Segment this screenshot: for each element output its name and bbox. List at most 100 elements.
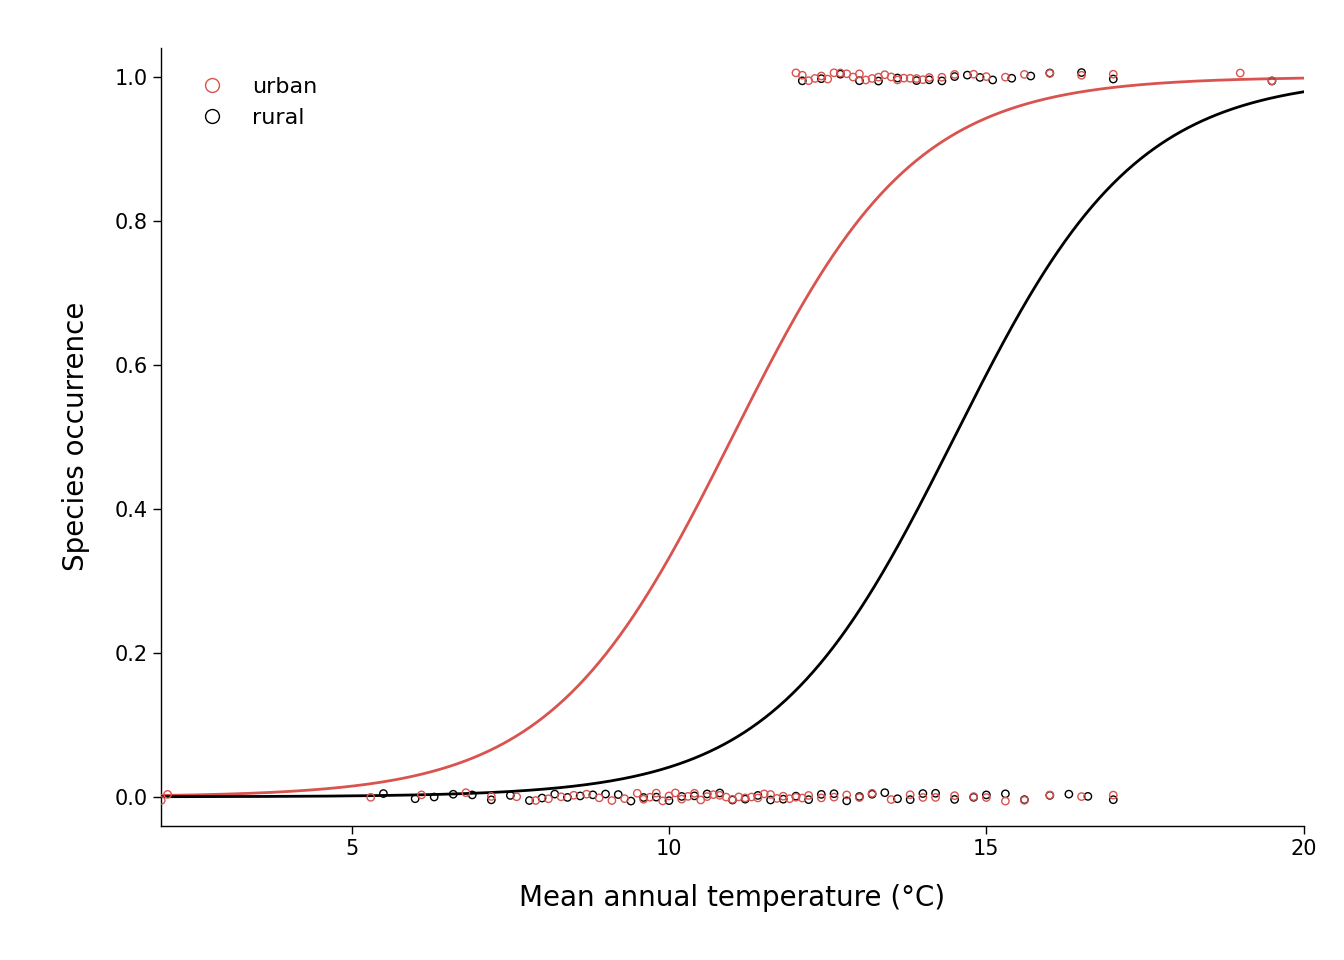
Point [848,66,870,82]
Point [607,787,629,803]
Point [925,785,946,801]
Point [715,789,737,804]
Point [817,71,839,86]
Point [848,790,870,805]
Point [722,792,743,807]
Point [810,68,832,84]
Point [810,790,832,805]
Point [810,71,832,86]
Point [677,789,699,804]
Point [931,69,953,84]
Point [824,65,845,81]
Point [481,789,503,804]
Point [962,66,984,82]
Point [671,791,692,806]
Point [626,785,648,801]
Point [1261,73,1282,88]
Point [505,789,527,804]
Point [734,791,755,806]
Point [868,73,890,88]
Point [995,786,1016,802]
Point [722,792,743,807]
Point [747,788,769,804]
Point [1102,787,1124,803]
Y-axis label: Species occurrence: Species occurrence [62,302,90,571]
Point [943,788,965,804]
Point [862,786,883,802]
Point [824,786,845,802]
Point [1102,71,1124,86]
Point [582,787,603,803]
Point [848,73,870,88]
Point [689,792,711,807]
Point [887,791,909,806]
Point [766,791,788,806]
Point [906,71,927,86]
Point [880,792,902,807]
Point [798,792,820,807]
Point [792,67,813,83]
Point [696,789,718,804]
Point [614,791,636,806]
Point [810,786,832,802]
Point [913,72,934,87]
Point [887,70,909,85]
Point [880,69,902,84]
Point [913,790,934,805]
Point [862,785,883,801]
Point [519,793,540,808]
Point [531,790,552,805]
Point [913,786,934,802]
Point [773,791,794,806]
Point [551,789,573,804]
Point [461,787,482,803]
Point [836,793,857,808]
Point [741,789,762,804]
Point [1071,65,1093,81]
Point [620,793,641,808]
Point [456,785,477,801]
Point [982,72,1004,87]
Point [696,786,718,802]
Point [836,66,857,82]
Point [481,792,503,807]
Point [684,788,706,804]
Point [829,65,851,81]
Point [995,793,1016,808]
Point [829,66,851,82]
Point [664,785,685,801]
Point [976,787,997,803]
Point [703,787,724,803]
Point [918,70,939,85]
Point [157,786,179,802]
Point [899,787,921,803]
Point [544,786,566,802]
Point [1013,793,1035,808]
Point [792,790,813,805]
Point [773,788,794,804]
Point [892,70,914,85]
Point [728,789,750,804]
Point [899,792,921,807]
Point [976,69,997,84]
Point [423,789,445,804]
Point [792,73,813,88]
Point [848,789,870,804]
Point [1261,73,1282,88]
Point [925,790,946,805]
Point [874,67,895,83]
Point [918,72,939,87]
Point [645,789,667,804]
Point [1039,788,1060,804]
Point [411,787,433,803]
Point [1020,68,1042,84]
Point [575,786,597,802]
Point [969,70,991,85]
Point [671,789,692,804]
Point [759,787,781,803]
Point [862,71,883,86]
Point [601,793,622,808]
Point [962,789,984,804]
Point [804,71,825,86]
Point [868,69,890,84]
